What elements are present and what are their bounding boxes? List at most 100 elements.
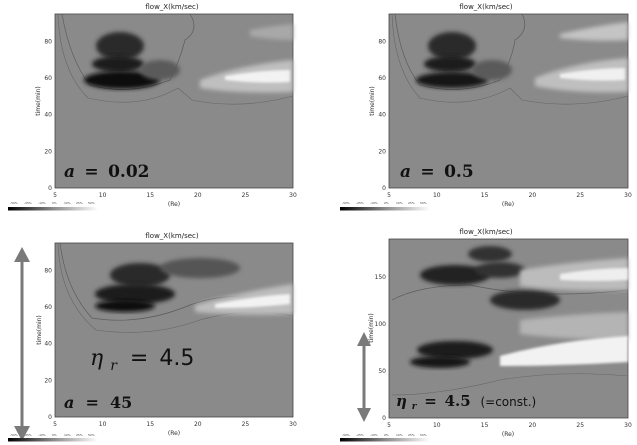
colorbar: -50% -25% -10% 0% 10% 25% 50% bbox=[8, 433, 98, 442]
x-tick-label: 30 bbox=[624, 422, 632, 429]
x-tick-label: 20 bbox=[194, 192, 202, 199]
x-ticks: 5 10 15 20 25 30 bbox=[53, 421, 297, 428]
parameter-annotation: a = 0.5 bbox=[400, 162, 474, 182]
colorbar-tick: 0% bbox=[52, 201, 57, 205]
light-flow-region bbox=[520, 312, 628, 340]
eta-annotation: η r = 4.5 (=const.) bbox=[396, 392, 536, 413]
y-tick-label: 20 bbox=[378, 148, 386, 155]
dark-flow-region bbox=[424, 56, 476, 72]
x-tick-label: 20 bbox=[194, 421, 202, 428]
colorbar-tick: 25% bbox=[76, 201, 83, 205]
y-tick-label: 60 bbox=[378, 75, 386, 82]
y-tick-label: 60 bbox=[44, 75, 52, 82]
y-tick-label: 40 bbox=[44, 341, 52, 348]
colorbar-tick: -50% bbox=[342, 433, 350, 437]
colorbar-gradient bbox=[8, 438, 98, 442]
dark-flow-region bbox=[468, 246, 512, 262]
x-tick-label: 15 bbox=[481, 422, 489, 429]
dark-flow-region bbox=[96, 32, 144, 60]
dark-flow-region bbox=[92, 56, 144, 72]
y-tick-label: 80 bbox=[44, 268, 52, 275]
colorbar-tick: 50% bbox=[88, 201, 95, 205]
x-tick-label: 30 bbox=[289, 192, 297, 199]
colorbar-tick: -50% bbox=[10, 433, 18, 437]
colorbar-tick: -50% bbox=[342, 201, 350, 205]
light-flow-region bbox=[250, 24, 293, 40]
dark-flow-region bbox=[428, 32, 476, 60]
panel-4: flow_X(km/sec) 5 10 15 20 25 30 0 50 bbox=[340, 228, 632, 442]
light-flow-region bbox=[560, 68, 625, 81]
x-tick-label: 15 bbox=[146, 421, 154, 428]
colorbar-tick: 50% bbox=[420, 433, 427, 437]
colorbar-gradient bbox=[340, 438, 430, 442]
flow-features bbox=[57, 242, 294, 333]
flow-features bbox=[391, 246, 629, 396]
time-span-arrow bbox=[357, 332, 371, 422]
dark-flow-region bbox=[475, 262, 525, 278]
colorbar-tick: 0% bbox=[384, 433, 389, 437]
colorbar-gradient bbox=[340, 207, 430, 211]
x-tick-label: 15 bbox=[481, 192, 489, 199]
colorbar: -50% -25% -10% 0% 10% 25% 50% bbox=[340, 433, 430, 442]
y-tick-label: 0 bbox=[382, 185, 386, 192]
y-tick-label: 150 bbox=[375, 274, 387, 281]
contour-envelope bbox=[61, 13, 195, 90]
contour-outer bbox=[391, 13, 629, 105]
colorbar-tick: 10% bbox=[64, 433, 71, 437]
y-axis-label: time(min) bbox=[36, 315, 43, 345]
light-flow-region bbox=[215, 294, 290, 308]
colorbar-tick: -25% bbox=[24, 433, 32, 437]
y-axis-label: time(min) bbox=[368, 313, 375, 343]
parameter-annotation: a = 45 bbox=[64, 393, 132, 412]
light-flow-region bbox=[560, 268, 628, 281]
x-tick-label: 25 bbox=[576, 192, 584, 199]
x-tick-label: 15 bbox=[146, 192, 154, 199]
heatmap-field bbox=[54, 13, 294, 189]
light-flow-region bbox=[560, 22, 628, 41]
y-tick-label: 80 bbox=[378, 39, 386, 46]
y-tick-label: 20 bbox=[44, 148, 52, 155]
colorbar-tick: 25% bbox=[408, 433, 415, 437]
time-span-arrow bbox=[14, 247, 30, 441]
colorbar-tick: -25% bbox=[356, 201, 364, 205]
y-tick-label: 0 bbox=[48, 414, 52, 421]
colorbar: -50% -25% -10% 0% 10% 25% 50% bbox=[340, 201, 430, 211]
dark-flow-region bbox=[420, 265, 490, 285]
x-axis-label: (Re) bbox=[502, 201, 514, 208]
colorbar-gradient bbox=[8, 207, 98, 211]
y-axis-label: time(min) bbox=[369, 86, 376, 116]
y-tick-label: 20 bbox=[44, 377, 52, 384]
x-tick-label: 30 bbox=[624, 192, 632, 199]
colorbar-tick: -25% bbox=[24, 201, 32, 205]
y-tick-label: 0 bbox=[382, 415, 386, 422]
colorbar-tick: -10% bbox=[38, 433, 46, 437]
contour-outer bbox=[391, 373, 629, 396]
x-ticks: 5 10 15 20 25 30 bbox=[387, 422, 632, 429]
colorbar-tick: -10% bbox=[38, 201, 46, 205]
x-tick-label: 5 bbox=[387, 192, 391, 199]
dark-flow-region bbox=[95, 284, 175, 304]
x-tick-label: 30 bbox=[289, 421, 297, 428]
x-ticks: 5 10 15 20 25 30 bbox=[387, 192, 632, 199]
y-tick-label: 60 bbox=[44, 304, 52, 311]
panel-title: flow_X(km/sec) bbox=[145, 232, 198, 240]
colorbar-tick: 10% bbox=[396, 433, 403, 437]
light-flow-region bbox=[225, 70, 290, 83]
colorbar-tick: -25% bbox=[356, 433, 364, 437]
contour-envelope bbox=[394, 13, 526, 90]
panel-title: flow_X(km/sec) bbox=[459, 228, 512, 236]
mid-flow-region bbox=[472, 60, 512, 80]
x-tick-label: 20 bbox=[529, 192, 537, 199]
dark-flow-region bbox=[95, 300, 155, 312]
y-tick-label: 100 bbox=[375, 321, 387, 328]
x-tick-label: 25 bbox=[576, 422, 584, 429]
panel-1: flow_X(km/sec) 5 10 15 20 25 30 0 20 40 … bbox=[8, 3, 297, 211]
x-axis-label: (Re) bbox=[502, 431, 514, 438]
x-tick-label: 10 bbox=[433, 192, 441, 199]
x-tick-label: 25 bbox=[242, 421, 250, 428]
y-tick-label: 50 bbox=[378, 368, 386, 375]
x-tick-label: 25 bbox=[242, 192, 250, 199]
dark-flow-region bbox=[417, 341, 493, 359]
x-tick-label: 10 bbox=[433, 422, 441, 429]
